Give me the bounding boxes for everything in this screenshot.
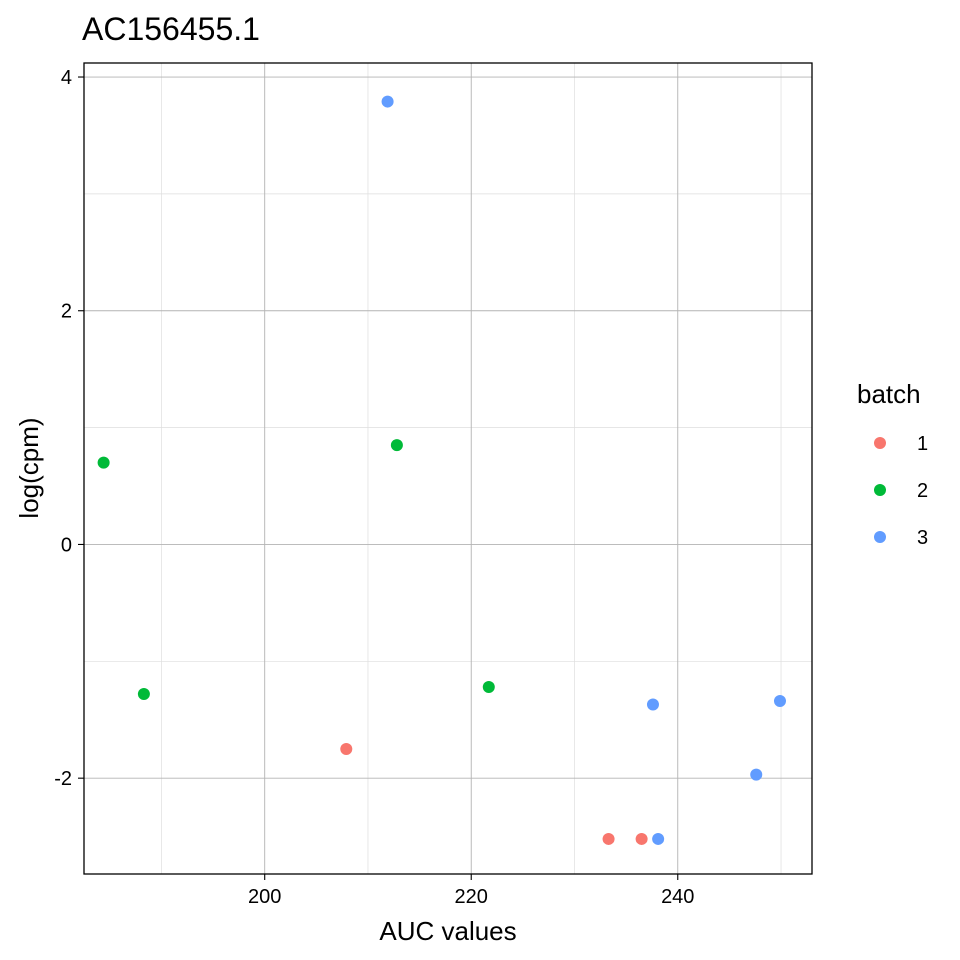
- y-tick-label: 0: [61, 534, 72, 556]
- data-point-batch-1: [635, 832, 648, 845]
- x-tick-label: 200: [248, 886, 281, 908]
- y-tick-label: 2: [61, 301, 72, 323]
- y-tick-label: -2: [54, 768, 72, 790]
- data-point-batch-3: [773, 695, 786, 708]
- y-axis-title: log(cpm): [14, 417, 44, 518]
- x-axis-title: AUC values: [379, 916, 516, 946]
- y-axis: -2 0 2 4: [54, 67, 84, 790]
- data-point-batch-1: [340, 742, 353, 755]
- x-axis: 200 220 240: [248, 874, 694, 908]
- data-point-batch-3: [381, 95, 394, 108]
- legend-key-3: [874, 531, 886, 543]
- data-point-batch-2: [97, 456, 110, 469]
- data-point-batch-2: [390, 439, 403, 452]
- data-point-batch-3: [646, 698, 659, 711]
- data-point-batch-3: [750, 768, 763, 781]
- minor-gridlines: [84, 63, 812, 874]
- legend-key-1: [874, 437, 886, 449]
- major-gridlines: [84, 63, 812, 874]
- legend-label-1: 1: [917, 433, 928, 455]
- plot-panel-border: [83, 62, 813, 875]
- legend: batch 1 2 3: [857, 379, 928, 549]
- data-point-batch-1: [602, 832, 615, 845]
- x-tick-label: 220: [455, 886, 488, 908]
- x-tick-label: 240: [661, 886, 694, 908]
- legend-label-3: 3: [917, 527, 928, 549]
- legend-key-2: [874, 484, 886, 496]
- data-point-batch-3: [652, 832, 665, 845]
- data-points: [97, 95, 786, 845]
- data-point-batch-2: [137, 688, 150, 701]
- legend-label-2: 2: [917, 480, 928, 502]
- data-point-batch-2: [482, 681, 495, 694]
- chart-title: AC156455.1: [82, 11, 260, 47]
- y-tick-label: 4: [61, 67, 72, 89]
- legend-title: batch: [857, 379, 921, 409]
